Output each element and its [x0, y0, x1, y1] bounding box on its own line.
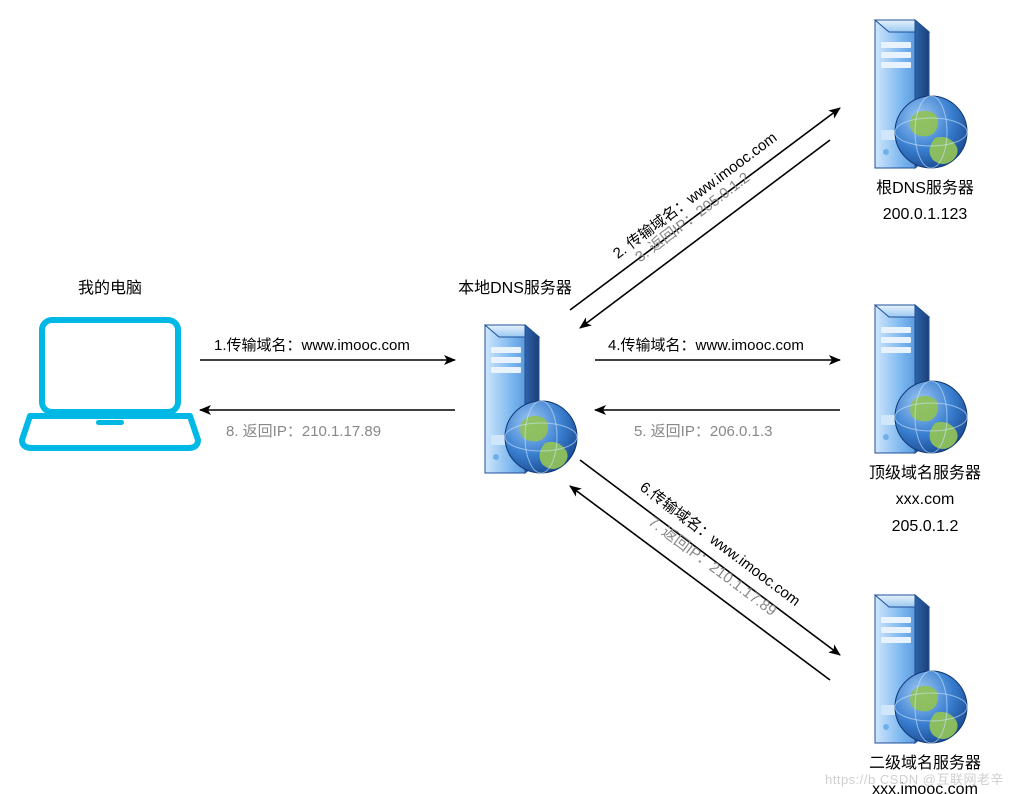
arrow-a3	[580, 140, 830, 328]
root-dns-server-icon	[875, 20, 967, 168]
arrow-label-a6: 6.传输域名：www.imooc.com	[636, 479, 803, 610]
auth-dns-server-icon	[875, 595, 967, 743]
watermark-text: https://b CSDN @互联网老辛	[825, 769, 1004, 788]
diagram-svg: 1.传输域名：www.imooc.com8. 返回IP：210.1.17.892…	[0, 0, 1016, 794]
arrow-label-a4: 4.传输域名：www.imooc.com	[608, 337, 804, 354]
arrow-label-a8: 8. 返回IP：210.1.17.89	[226, 423, 381, 440]
laptop-icon	[22, 320, 198, 448]
tld-dns-server-icon	[875, 305, 967, 453]
arrow-label-a5: 5. 返回IP：206.0.1.3	[634, 423, 772, 440]
arrow-a7	[570, 486, 830, 680]
arrow-label-a1: 1.传输域名：www.imooc.com	[214, 337, 410, 354]
local-dns-server-icon	[485, 325, 577, 473]
